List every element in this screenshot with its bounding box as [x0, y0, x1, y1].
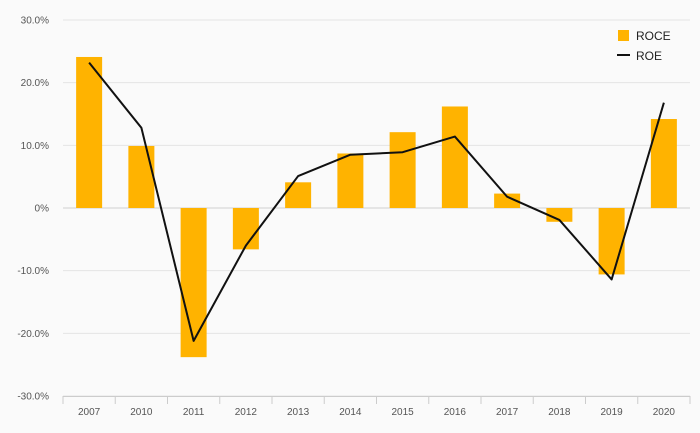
roce-bar: [441, 106, 468, 208]
roce-bar: [389, 132, 416, 208]
y-tick-label: 20.0%: [21, 78, 49, 89]
x-tick-label: 2017: [496, 407, 519, 418]
x-tick-label: 2015: [392, 407, 415, 418]
y-tick-label: 0%: [35, 204, 50, 215]
roce-bars: [76, 56, 677, 358]
roce-bar: [494, 193, 521, 208]
x-tick-label: 2007: [78, 407, 101, 418]
y-tick-label: 10.0%: [21, 141, 49, 152]
y-tick-label: -20.0%: [17, 329, 49, 340]
roce-bar: [598, 208, 625, 275]
y-tick-label: -10.0%: [17, 266, 49, 277]
x-tick-label: 2011: [183, 407, 205, 418]
x-tick-label: 2018: [548, 407, 571, 418]
roe-line: [88, 61, 665, 342]
x-tick-label: 2010: [130, 407, 153, 418]
x-tick-label: 2016: [444, 407, 467, 418]
roce-bar: [232, 208, 259, 250]
legend: ROCE ROE: [617, 29, 671, 63]
legend-label-roce: ROCE: [636, 29, 671, 43]
legend-label-roe: ROE: [636, 49, 662, 63]
y-tick-label: -30.0%: [17, 392, 49, 403]
x-tick-label: 2012: [235, 407, 258, 418]
roce-bar: [546, 208, 573, 222]
roce-bar: [285, 182, 312, 208]
gridlines: [63, 19, 690, 397]
x-axis-tick-labels: 2007 2010 2011 2012 2013 2014 2015 2016 2017 2018…: [78, 407, 675, 418]
roce-bar: [337, 153, 364, 208]
roce-bar: [76, 56, 103, 209]
x-tick-label: 2014: [339, 407, 362, 418]
legend-swatch-roce: [618, 30, 629, 41]
roce-bar: [128, 145, 155, 208]
y-axis-tick-labels: 30.0% 20.0% 10.0% 0% -10.0% -20.0% -30.0%: [17, 16, 49, 403]
x-tick-label: 2020: [653, 407, 676, 418]
roce-bar: [180, 208, 207, 358]
y-tick-label: 30.0%: [21, 16, 49, 27]
x-tick-label: 2019: [601, 407, 624, 418]
roe-line-series: [88, 61, 665, 342]
x-axis: [62, 396, 691, 404]
x-tick-label: 2013: [287, 407, 310, 418]
